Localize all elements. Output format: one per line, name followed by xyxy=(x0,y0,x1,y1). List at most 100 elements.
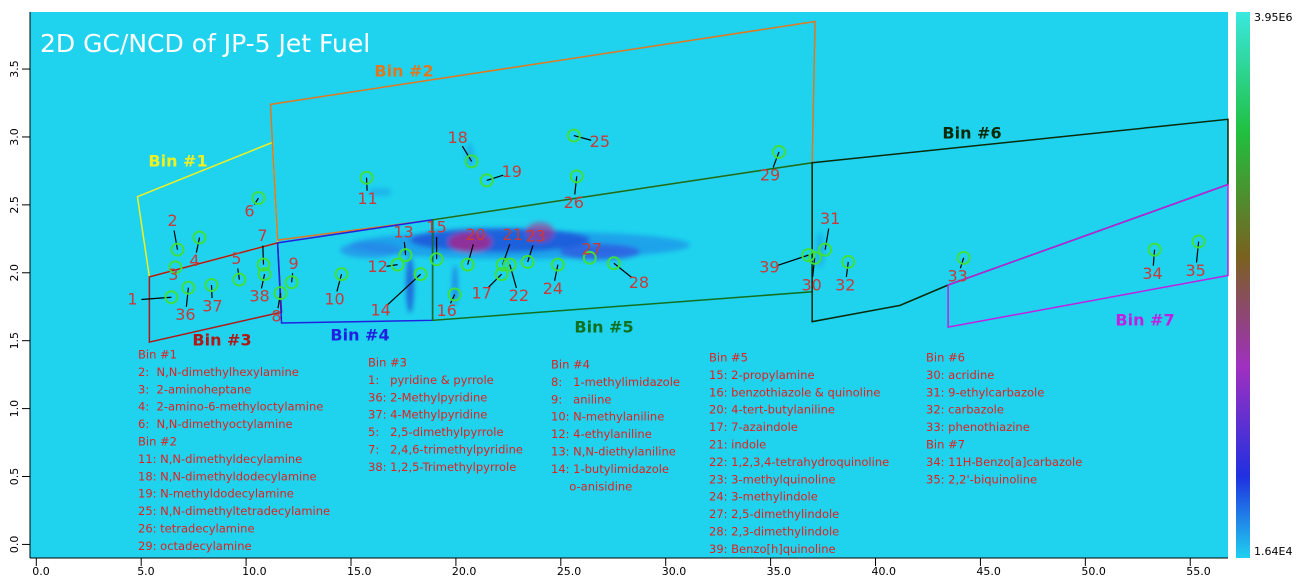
peak-label: 27 xyxy=(582,239,602,258)
peak-label: 12 xyxy=(367,257,387,276)
legend-entry: 27: 2,5-dimethylindole xyxy=(709,507,839,521)
x-tick-label: 15.0 xyxy=(347,565,372,578)
peak-label: 10 xyxy=(324,290,344,309)
legend-entry: 2: N,N-dimethylhexylamine xyxy=(138,365,299,379)
peak-label: 21 xyxy=(503,225,523,244)
peak-marker xyxy=(956,250,971,265)
peak-connector xyxy=(486,174,504,181)
legend-entry: 33: phenothiazine xyxy=(926,420,1030,434)
legend-entry: 10: N-methylaniline xyxy=(551,410,664,424)
legend-entry: 20: 4-tert-butylaniline xyxy=(709,403,835,417)
legend-entry: 9: aniline xyxy=(551,392,611,406)
peak-marker xyxy=(359,170,374,185)
peak-marker xyxy=(251,191,266,206)
legend-entry: 16: benzothiazole & quinoline xyxy=(709,385,880,399)
peak-label: 2 xyxy=(167,211,177,230)
legend-entry: 19: N-methyldodecylamine xyxy=(138,487,294,501)
peak-marker xyxy=(772,144,787,159)
x-tick-label: 55.0 xyxy=(1186,565,1211,578)
peak-marker xyxy=(479,173,494,188)
peak-marker xyxy=(502,257,517,272)
y-tick-label: 1.0 xyxy=(8,400,21,418)
peak-connector xyxy=(386,273,422,306)
peak-connector xyxy=(173,230,179,250)
legend-entry: 17: 7-azaindole xyxy=(709,420,798,434)
x-tick-label: 35.0 xyxy=(767,565,792,578)
peak-marker xyxy=(841,254,856,269)
legend-entry: 34: 11H-Benzo[a]carbazole xyxy=(926,455,1082,469)
peak-connector xyxy=(467,244,474,265)
peak-label: 14 xyxy=(370,301,390,320)
y-tick-label: 1.5 xyxy=(8,332,21,350)
peak-marker xyxy=(1147,242,1162,257)
peak-marker xyxy=(256,257,271,272)
peak-label: 32 xyxy=(835,275,855,294)
peak-connector xyxy=(1152,249,1156,266)
x-tick-label: 0.0 xyxy=(32,565,50,578)
peak-marker xyxy=(569,169,584,184)
legend-entry: 15: 2-propylamine xyxy=(709,368,815,382)
legend-entry: Bin #5 xyxy=(709,351,748,365)
peak-marker xyxy=(494,267,509,282)
peak-connector xyxy=(336,273,343,292)
y-tick-label: 3.5 xyxy=(8,60,21,78)
peak-label: 33 xyxy=(947,266,967,285)
peak-marker xyxy=(273,286,288,301)
peak-marker xyxy=(460,257,475,272)
peak-label: 7 xyxy=(257,226,267,245)
peak-label: 31 xyxy=(820,209,840,228)
x-tick-label: 5.0 xyxy=(137,565,155,578)
peak-connector xyxy=(573,135,592,141)
legend-entry: 18: N,N-dimethyldodecylamine xyxy=(138,469,317,483)
x-tick-label: 10.0 xyxy=(242,565,266,578)
legend-entry: Bin #2 xyxy=(138,435,177,449)
legend-entry: Bin #4 xyxy=(551,358,590,372)
legend-entry: 14: 1-butylimidazole xyxy=(551,462,669,476)
legend-entry: Bin #7 xyxy=(926,438,965,452)
peak-connector xyxy=(845,261,849,278)
peak-connector xyxy=(554,264,559,281)
peak-marker xyxy=(257,267,272,282)
legend-entry: 36: 2-Methylpyridine xyxy=(368,390,487,404)
peak-marker xyxy=(1191,234,1206,249)
x-tick-label: 50.0 xyxy=(1081,565,1106,578)
legend-entry: 3: 2-aminoheptane xyxy=(138,382,251,396)
peak-marker xyxy=(164,290,179,305)
peak-marker xyxy=(447,287,462,302)
peak-label: 20 xyxy=(465,225,485,244)
legend-entry: 29: octadecylamine xyxy=(138,539,252,553)
y-tick-label: 2.5 xyxy=(8,196,21,214)
heatmap xyxy=(340,143,825,313)
legend-entry: 35: 2,2'-biquinoline xyxy=(926,472,1037,486)
peak-label: 28 xyxy=(629,273,649,292)
peak-marker xyxy=(232,272,247,287)
peak-label: 9 xyxy=(289,254,299,273)
colorbar xyxy=(1236,12,1250,558)
peak-connector xyxy=(509,264,517,289)
peak-connector xyxy=(449,294,456,304)
bin-label: Bin #4 xyxy=(330,326,389,345)
peak-connector xyxy=(291,273,294,283)
peak-label: 1 xyxy=(127,290,137,309)
legend-entry: 37: 4-Methylpyridine xyxy=(368,408,487,422)
legend-entry: 11: N,N-dimethyldecylamine xyxy=(138,452,302,466)
y-tick-label: 2.0 xyxy=(8,264,21,282)
peak-label: 34 xyxy=(1142,264,1162,283)
peak-label: 36 xyxy=(175,305,195,324)
legend-entry: Bin #6 xyxy=(926,351,965,365)
legend-entry: 25: N,N-dimethyltetradecylamine xyxy=(138,504,330,518)
peak-connector xyxy=(527,245,534,263)
legend-entry: 12: 4-ethylaniline xyxy=(551,427,652,441)
peak-label: 35 xyxy=(1185,261,1205,280)
legend-entry: 22: 1,2,3,4-tetrahydroquinoline xyxy=(709,455,889,469)
peak-connector xyxy=(487,273,503,289)
peak-label: 15 xyxy=(426,218,446,237)
legend-entry: 30: acridine xyxy=(926,368,994,382)
legend-entry: Bin #3 xyxy=(368,356,407,370)
peak-marker xyxy=(390,257,405,272)
peak-connector xyxy=(574,176,578,195)
y-tick-label: 0.5 xyxy=(8,468,21,486)
peak-connector xyxy=(613,262,633,279)
colorbar-min-label: 1.64E4 xyxy=(1254,545,1292,558)
